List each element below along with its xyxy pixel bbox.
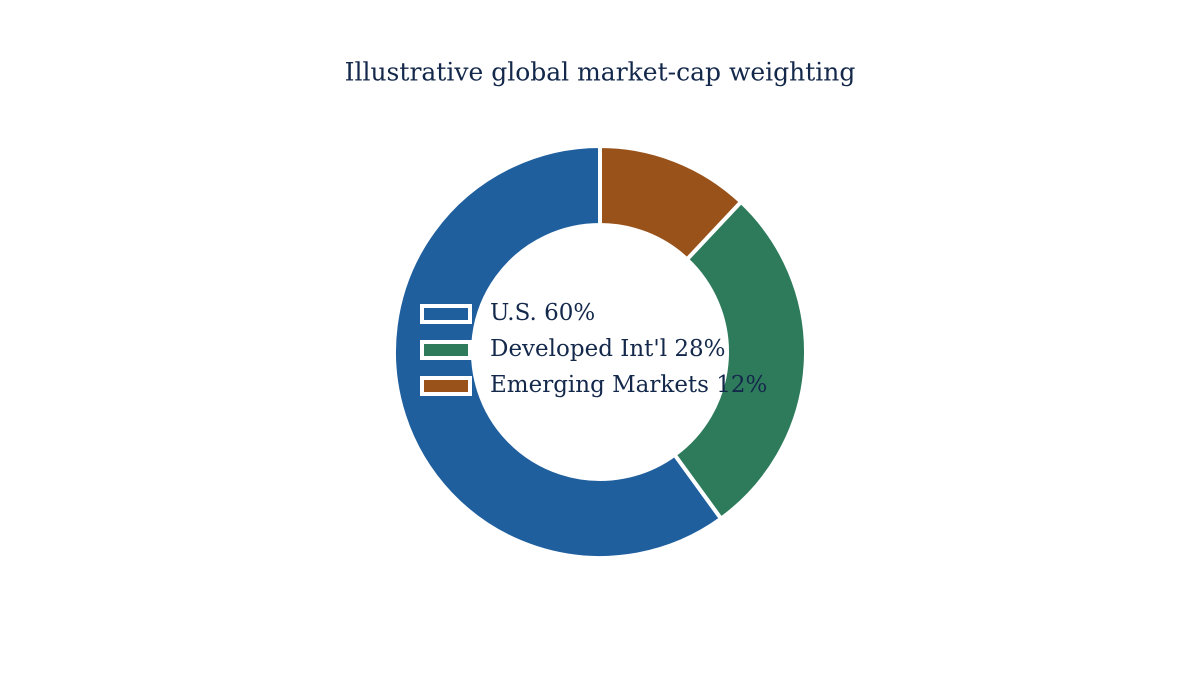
donut-slice	[598, 143, 744, 263]
legend-label: U.S. 60%	[490, 300, 595, 326]
legend-swatch	[420, 340, 472, 360]
legend-swatch	[420, 376, 472, 396]
donut-slice	[392, 143, 724, 560]
chart-title: Illustrative global market-cap weighting	[345, 58, 856, 87]
donut-slice	[671, 199, 808, 522]
legend-label: Developed Int'l 28%	[490, 336, 725, 362]
legend-label: Emerging Markets 12%	[490, 372, 767, 398]
legend-swatch	[420, 304, 472, 324]
